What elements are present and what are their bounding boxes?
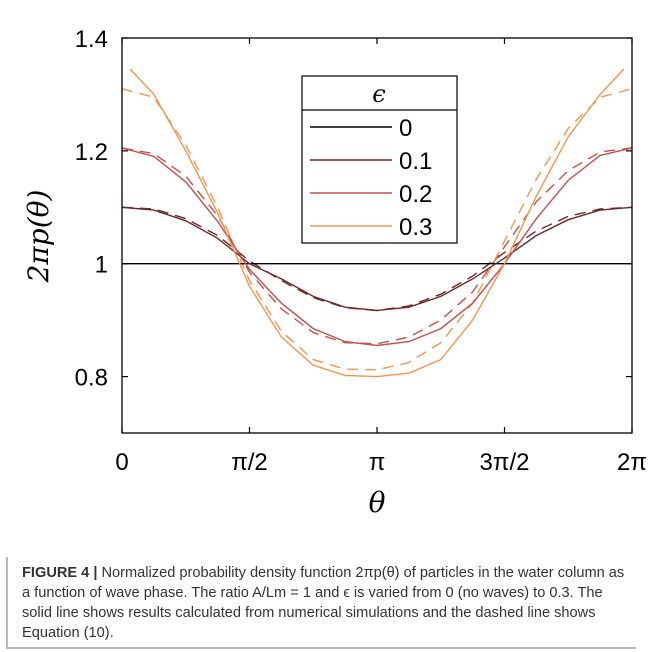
legend-label-0: 0 xyxy=(399,115,412,142)
caption-box: FIGURE 4 | Normalized probability densit… xyxy=(6,557,636,649)
y-ticks: 0.8 1 1.2 1.4 xyxy=(75,26,632,392)
curves xyxy=(121,68,633,378)
dashed-curve-1 xyxy=(121,147,633,345)
x-tick-label: 0 xyxy=(115,449,128,476)
x-tick-label: π xyxy=(369,449,386,476)
y-tick-label: 1 xyxy=(95,252,108,279)
legend-items: 0 0.1 0.2 0.3 xyxy=(310,115,432,241)
x-axis-title: θ xyxy=(369,486,386,519)
caption-label: FIGURE 4 | xyxy=(22,565,98,581)
series-line-2 xyxy=(121,147,633,347)
x-tick-label: 2π xyxy=(617,449,647,476)
y-axis-title: 2πp(θ) xyxy=(22,190,55,284)
y-tick-label: 0.8 xyxy=(75,365,108,392)
series-line-3 xyxy=(129,68,625,378)
x-tick-label: 3π/2 xyxy=(480,449,530,476)
legend-label-1: 0.1 xyxy=(399,148,432,175)
legend: ϵ 0 0.1 0.2 0.3 xyxy=(301,75,458,244)
x-tick-label: π/2 xyxy=(231,449,268,476)
series-line-1 xyxy=(121,206,633,312)
x-ticks: 0 π/2 π 3π/2 2π xyxy=(115,38,647,476)
legend-label-2: 0.2 xyxy=(399,181,432,208)
legend-label-3: 0.3 xyxy=(399,214,432,241)
y-tick-label: 1.4 xyxy=(75,26,108,53)
chart: 0 π/2 π 3π/2 2π 0.811.21.4 θ 2πp(θ) ϵ 00.10.… xyxy=(22,26,647,519)
dashed-curve-2 xyxy=(121,88,633,371)
y-tick-label: 1.2 xyxy=(75,139,108,166)
caption-text: Normalized probability density function … xyxy=(22,565,625,641)
dashed-curve-0 xyxy=(121,206,633,312)
figure-caption: FIGURE 4 | Normalized probability densit… xyxy=(22,563,630,643)
legend-title: ϵ xyxy=(372,80,385,108)
